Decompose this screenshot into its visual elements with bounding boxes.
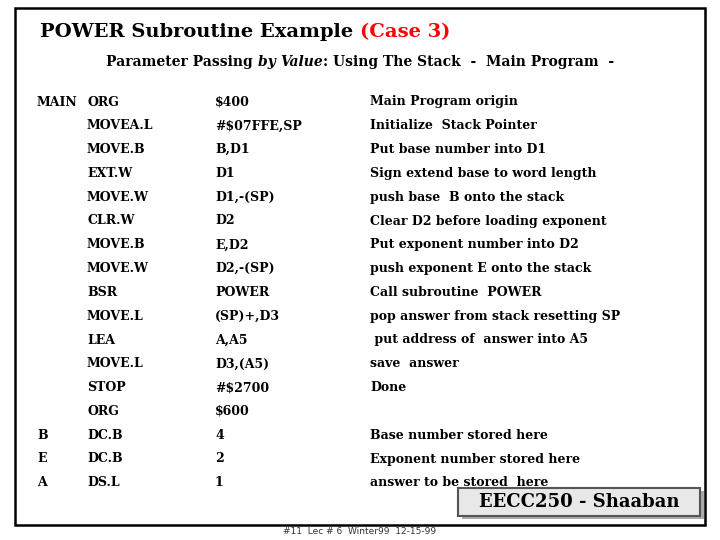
Text: save  answer: save answer xyxy=(370,357,459,370)
Text: 1: 1 xyxy=(215,476,224,489)
Text: DS.L: DS.L xyxy=(87,476,120,489)
Text: EECC250 - Shaaban: EECC250 - Shaaban xyxy=(479,493,679,511)
Text: MOVE.L: MOVE.L xyxy=(87,357,144,370)
Text: D1,-(SP): D1,-(SP) xyxy=(215,191,274,204)
Text: D2: D2 xyxy=(215,214,235,227)
Text: push base  B onto the stack: push base B onto the stack xyxy=(370,191,564,204)
Text: D1: D1 xyxy=(215,167,235,180)
Text: MOVE.B: MOVE.B xyxy=(87,143,145,156)
Text: B: B xyxy=(37,429,48,442)
Text: LEA: LEA xyxy=(87,334,115,347)
Text: POWER Subroutine Example: POWER Subroutine Example xyxy=(40,23,360,41)
Text: #11  Lec # 6  Winter99  12-15-99: #11 Lec # 6 Winter99 12-15-99 xyxy=(284,528,436,537)
Text: Base number stored here: Base number stored here xyxy=(370,429,548,442)
Text: EXT.W: EXT.W xyxy=(87,167,132,180)
Text: Put exponent number into D2: Put exponent number into D2 xyxy=(370,238,579,251)
Text: Sign extend base to word length: Sign extend base to word length xyxy=(370,167,596,180)
Text: by: by xyxy=(258,55,280,69)
Text: (Case 3): (Case 3) xyxy=(360,23,451,41)
Text: E,D2: E,D2 xyxy=(215,238,248,251)
Text: Value: Value xyxy=(280,55,323,69)
Text: E: E xyxy=(37,453,47,465)
Text: D2,-(SP): D2,-(SP) xyxy=(215,262,274,275)
Text: #$07FFE,SP: #$07FFE,SP xyxy=(215,119,302,132)
Text: B,D1: B,D1 xyxy=(215,143,250,156)
FancyBboxPatch shape xyxy=(458,488,700,516)
Text: MOVE.L: MOVE.L xyxy=(87,310,144,323)
Text: answer to be stored  here: answer to be stored here xyxy=(370,476,549,489)
Text: ORG: ORG xyxy=(87,405,119,418)
Text: pop answer from stack resetting SP: pop answer from stack resetting SP xyxy=(370,310,620,323)
Text: MOVE.W: MOVE.W xyxy=(87,191,149,204)
Text: MAIN: MAIN xyxy=(37,96,78,109)
Text: : Using The Stack  -  Main Program  -: : Using The Stack - Main Program - xyxy=(323,55,614,69)
Text: put address of  answer into A5: put address of answer into A5 xyxy=(370,334,588,347)
Text: $400: $400 xyxy=(215,96,250,109)
FancyBboxPatch shape xyxy=(462,491,704,519)
Text: STOP: STOP xyxy=(87,381,126,394)
Text: #$2700: #$2700 xyxy=(215,381,269,394)
Text: DC.B: DC.B xyxy=(87,429,122,442)
Text: 2: 2 xyxy=(215,453,224,465)
Text: MOVE.B: MOVE.B xyxy=(87,238,145,251)
Text: A,A5: A,A5 xyxy=(215,334,248,347)
Text: D3,(A5): D3,(A5) xyxy=(215,357,269,370)
Text: (SP)+,D3: (SP)+,D3 xyxy=(215,310,280,323)
Text: Clear D2 before loading exponent: Clear D2 before loading exponent xyxy=(370,214,607,227)
FancyBboxPatch shape xyxy=(15,8,705,525)
Text: Initialize  Stack Pointer: Initialize Stack Pointer xyxy=(370,119,537,132)
Text: A: A xyxy=(37,476,47,489)
Text: 4: 4 xyxy=(215,429,224,442)
Text: Put base number into D1: Put base number into D1 xyxy=(370,143,546,156)
Text: DC.B: DC.B xyxy=(87,453,122,465)
Text: ORG: ORG xyxy=(87,96,119,109)
Text: CLR.W: CLR.W xyxy=(87,214,135,227)
Text: $600: $600 xyxy=(215,405,250,418)
Text: Parameter Passing: Parameter Passing xyxy=(106,55,258,69)
Text: Main Program origin: Main Program origin xyxy=(370,96,518,109)
Text: POWER: POWER xyxy=(215,286,269,299)
Text: push exponent E onto the stack: push exponent E onto the stack xyxy=(370,262,591,275)
Text: Exponent number stored here: Exponent number stored here xyxy=(370,453,580,465)
Text: BSR: BSR xyxy=(87,286,117,299)
Text: Done: Done xyxy=(370,381,406,394)
Text: MOVE.W: MOVE.W xyxy=(87,262,149,275)
Text: MOVEA.L: MOVEA.L xyxy=(87,119,153,132)
Text: Call subroutine  POWER: Call subroutine POWER xyxy=(370,286,541,299)
